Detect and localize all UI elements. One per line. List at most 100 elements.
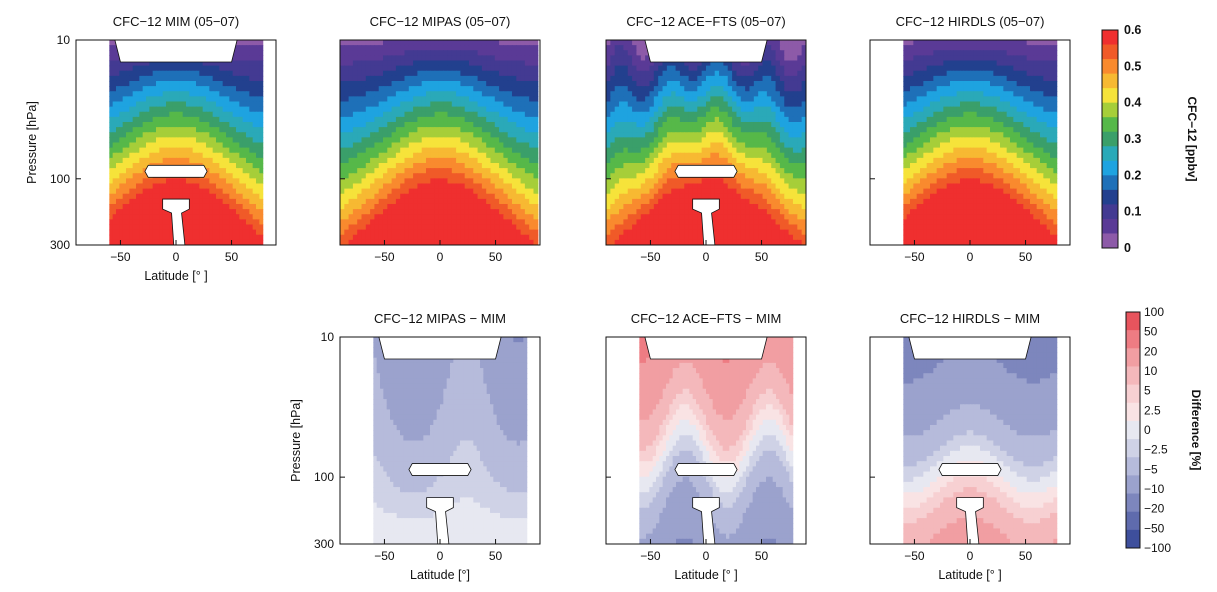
panel-title: CFC−12 HIRDLS (05−07)	[896, 14, 1045, 29]
colorbar-swatch	[1102, 146, 1118, 162]
colorbar-label: Difference [%]	[1189, 390, 1203, 471]
panel-title: CFC−12 ACE−FTS − MIM	[631, 311, 782, 326]
panel-title: CFC−12 MIPAS (05−07)	[370, 14, 511, 29]
colorbar-swatch	[1126, 457, 1140, 476]
missing-data-mask	[938, 463, 1002, 476]
colorbar-swatch	[1102, 59, 1118, 75]
y-tick-label: 100	[50, 172, 70, 186]
colorbar-swatch	[1126, 366, 1140, 386]
x-tick-label: 50	[755, 549, 769, 563]
panel-5: −50 0 50 10 100 300 CFC−12 MIPAS − MIM Latitude…	[289, 311, 541, 582]
colorbar-tick: 0.4	[1124, 96, 1141, 110]
x-tick-label: 0	[703, 549, 710, 563]
colorbar-top: 0.6 0.5 0.4 0.3 0.2 0.1 0 CFC−12 [ppbv]	[1101, 23, 1199, 255]
x-tick-label: 50	[1019, 250, 1033, 264]
x-tick-label: 50	[225, 250, 239, 264]
x-tick-label: −50	[640, 549, 661, 563]
colorbar-tick: 0	[1124, 241, 1131, 255]
colorbar-swatch	[1102, 102, 1118, 118]
x-tick-label: 0	[967, 549, 974, 563]
colorbar-swatch	[1126, 330, 1140, 349]
colorbar-swatch	[1102, 204, 1118, 220]
colorbar-bottom: 100 50 20 10 5 2.5 0 −2.5 −5 −10 −20 −50 −100 Differe…	[1125, 305, 1203, 555]
panel-2: −50 0 50 CFC−12 MIPAS (05−07)	[339, 14, 541, 264]
colorbar-swatch	[1102, 233, 1118, 249]
panel-title: CFC−12 MIM (05−07)	[113, 14, 239, 29]
colorbar-swatch	[1126, 529, 1140, 549]
x-tick-label: −50	[904, 250, 925, 264]
x-tick-label: 0	[173, 250, 180, 264]
colorbar-tick: 0	[1144, 423, 1151, 437]
colorbar-tick: 5	[1144, 384, 1151, 398]
panel-7: −50 0 50 CFC−12 HIRDLS − MIM Latitude [° ]	[869, 311, 1071, 582]
x-tick-label: −50	[904, 549, 925, 563]
colorbar-tick: 0.5	[1124, 59, 1141, 73]
colorbar-label: CFC−12 [ppbv]	[1185, 96, 1199, 181]
missing-data-mask	[408, 463, 472, 476]
panel-3: −50 0 50 CFC−12 ACE−FTS (05−07)	[605, 14, 807, 264]
panel-6: −50 0 50 CFC−12 ACE−FTS − MIM Latitude [° ]	[605, 311, 807, 582]
colorbar-swatch	[1102, 189, 1118, 205]
colorbar-tick: 10	[1144, 364, 1158, 378]
panel-1: −50 0 50 10 100 300 CFC−12 MIM (05−07) Latitude…	[25, 14, 277, 283]
colorbar-tick: 50	[1144, 325, 1158, 339]
colorbar-swatch	[1102, 160, 1118, 176]
x-tick-label: 0	[703, 250, 710, 264]
x-tick-label: −50	[374, 250, 395, 264]
colorbar-tick: −50	[1144, 521, 1165, 535]
x-tick-label: 0	[437, 549, 444, 563]
x-tick-label: 50	[755, 250, 769, 264]
contour-field	[606, 40, 806, 245]
missing-data-mask	[144, 164, 208, 178]
y-tick-label: 100	[314, 470, 334, 484]
missing-data-mask	[644, 336, 768, 360]
contour-field	[373, 337, 528, 544]
colorbar-swatch	[1126, 402, 1140, 422]
x-axis-label: Latitude [° ]	[938, 568, 1001, 582]
x-tick-label: −50	[110, 250, 131, 264]
colorbar-tick: 2.5	[1144, 403, 1161, 417]
missing-data-mask	[674, 463, 738, 476]
colorbar-frame	[1101, 29, 1119, 249]
colorbar-tick: 0.1	[1124, 205, 1141, 219]
panel-title: CFC−12 ACE−FTS (05−07)	[626, 14, 785, 29]
colorbar-tick: 0.2	[1124, 168, 1141, 182]
colorbar-swatch	[1102, 218, 1118, 234]
colorbar-tick: −10	[1144, 482, 1165, 496]
colorbar-swatch	[1126, 511, 1140, 531]
x-axis-label: Latitude [°]	[410, 568, 470, 582]
y-tick-label: 10	[57, 33, 71, 47]
contour-field	[903, 337, 1058, 544]
missing-data-mask	[644, 39, 768, 63]
contour-field	[109, 40, 264, 245]
colorbar-swatch	[1102, 44, 1118, 60]
contour-field	[903, 40, 1058, 245]
colorbar-tick: 20	[1144, 344, 1158, 358]
missing-data-mask	[674, 164, 738, 178]
colorbar-tick: −100	[1144, 541, 1171, 555]
y-axis-label: Pressure [hPa]	[289, 399, 303, 482]
colorbar-swatch	[1126, 475, 1140, 495]
x-tick-label: 50	[1019, 549, 1033, 563]
colorbar-swatch	[1126, 384, 1140, 404]
x-tick-label: 50	[489, 250, 503, 264]
x-tick-label: 50	[489, 549, 503, 563]
colorbar-swatch	[1126, 439, 1140, 458]
y-tick-label: 300	[50, 238, 70, 252]
colorbar-swatch	[1126, 493, 1140, 513]
colorbar-swatch	[1102, 175, 1118, 191]
colorbar-swatch	[1126, 348, 1140, 367]
x-axis-label: Latitude [° ]	[144, 269, 207, 283]
colorbar-swatch	[1126, 312, 1140, 331]
panel-title: CFC−12 HIRDLS − MIM	[900, 311, 1040, 326]
colorbar-swatch	[1126, 420, 1140, 440]
x-axis-label: Latitude [° ]	[674, 568, 737, 582]
colorbar-tick: 0.6	[1124, 23, 1141, 37]
colorbar-tick: 0.3	[1124, 132, 1141, 146]
y-tick-label: 300	[314, 537, 334, 551]
x-tick-label: 0	[967, 250, 974, 264]
missing-data-mask	[114, 39, 238, 63]
panel-4: −50 0 50 CFC−12 HIRDLS (05−07)	[869, 14, 1071, 264]
colorbar-swatch	[1102, 73, 1118, 89]
